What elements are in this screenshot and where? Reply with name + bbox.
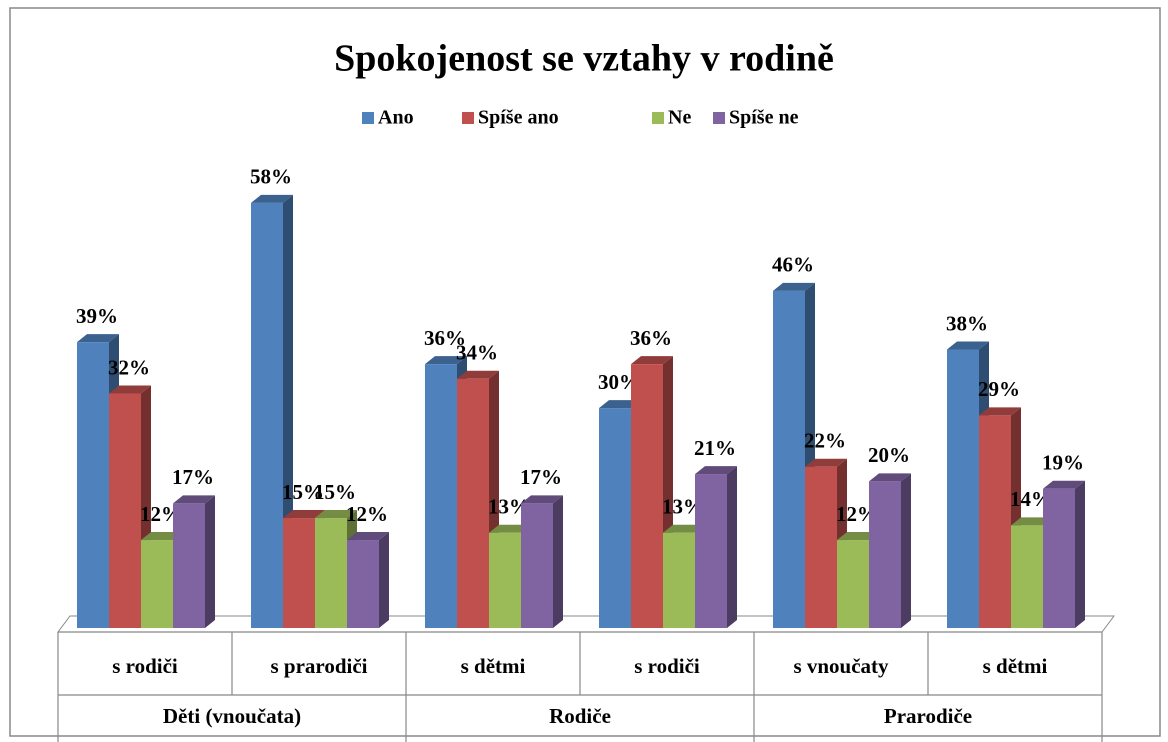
bar — [109, 393, 141, 628]
data-label: 13% — [488, 495, 530, 519]
data-label: 34% — [456, 341, 498, 365]
bar — [979, 415, 1011, 628]
data-label: 12% — [346, 502, 388, 526]
bar-top — [109, 385, 151, 394]
bar-top — [77, 334, 119, 343]
legend-swatch — [713, 112, 725, 124]
data-label: 46% — [772, 253, 814, 277]
bar-top — [347, 532, 389, 541]
chart-title: Spokojenost se vztahy v rodině — [334, 38, 834, 80]
x-tick-label: s rodiči — [112, 654, 178, 678]
bar — [869, 481, 901, 628]
legend-label: Ano — [378, 107, 414, 129]
bar-top — [869, 473, 911, 482]
bar-top — [1011, 517, 1053, 526]
bar-top — [599, 400, 641, 409]
bar-top — [805, 458, 847, 467]
bar-top — [663, 524, 705, 533]
bar-side — [553, 495, 563, 628]
bar-top — [315, 510, 357, 519]
data-label: 38% — [946, 311, 988, 335]
data-label: 13% — [662, 495, 704, 519]
bar-side — [901, 473, 911, 628]
bar-top — [251, 194, 293, 203]
bar — [695, 474, 727, 628]
bar-top — [837, 532, 879, 541]
bar — [947, 349, 979, 628]
bar-top — [141, 532, 183, 541]
legend-label: Spíše ne — [729, 107, 799, 129]
x-tick-label: s rodiči — [634, 654, 700, 678]
bar-top — [631, 356, 673, 365]
bar-side — [727, 466, 737, 628]
data-label: 36% — [630, 326, 672, 350]
bar — [1043, 488, 1075, 628]
bar — [837, 540, 869, 628]
data-label: 32% — [108, 355, 150, 379]
data-label: 19% — [1042, 451, 1084, 475]
x-tick-label: s dětmi — [983, 654, 1048, 678]
bar — [77, 342, 109, 628]
bar — [631, 364, 663, 628]
x-tick-label: s prarodiči — [270, 654, 367, 678]
bar-top — [695, 466, 737, 475]
bar — [1011, 525, 1043, 628]
bar — [315, 518, 347, 628]
data-label: 39% — [76, 304, 118, 328]
bar — [457, 378, 489, 628]
bar-top — [489, 524, 531, 533]
data-label: 36% — [424, 326, 466, 350]
bar — [805, 466, 837, 628]
group-label: Rodiče — [549, 704, 611, 728]
data-label: 17% — [172, 465, 214, 489]
x-tick-label: s vnoučaty — [793, 654, 889, 678]
bar — [425, 364, 457, 628]
bar — [283, 518, 315, 628]
bar-top — [283, 510, 325, 519]
data-label: 15% — [282, 480, 324, 504]
bar — [521, 503, 553, 628]
bar — [141, 540, 173, 628]
legend-label: Spíše ano — [478, 107, 559, 129]
bar — [663, 532, 695, 628]
legend-label: Ne — [668, 107, 691, 129]
legend-swatch — [462, 112, 474, 124]
bar-top — [173, 495, 215, 504]
bar-top — [425, 356, 467, 365]
data-label: 58% — [250, 165, 292, 189]
bar-side — [205, 495, 215, 628]
data-label: 22% — [804, 429, 846, 453]
bar — [173, 503, 205, 628]
bar-side — [1075, 480, 1085, 628]
bar — [251, 202, 283, 629]
group-label: Děti (vnoučata) — [163, 704, 301, 728]
data-label: 17% — [520, 465, 562, 489]
data-label: 20% — [868, 443, 910, 467]
data-label: 15% — [314, 480, 356, 504]
data-label: 21% — [694, 436, 736, 460]
legend-swatch — [362, 112, 374, 124]
bar-top — [773, 282, 815, 291]
bar — [347, 540, 379, 628]
bar-top — [521, 495, 563, 504]
legend-swatch — [652, 112, 664, 124]
bar — [489, 532, 521, 628]
x-tick-label: s dětmi — [461, 654, 526, 678]
bar-top — [947, 341, 989, 350]
data-label: 29% — [978, 377, 1020, 401]
bar — [773, 290, 805, 628]
group-label: Prarodiče — [884, 704, 972, 728]
bar-top — [979, 407, 1021, 416]
bar-top — [457, 370, 499, 379]
bar — [599, 408, 631, 628]
bar-top — [1043, 480, 1085, 489]
bar-side — [379, 532, 389, 628]
